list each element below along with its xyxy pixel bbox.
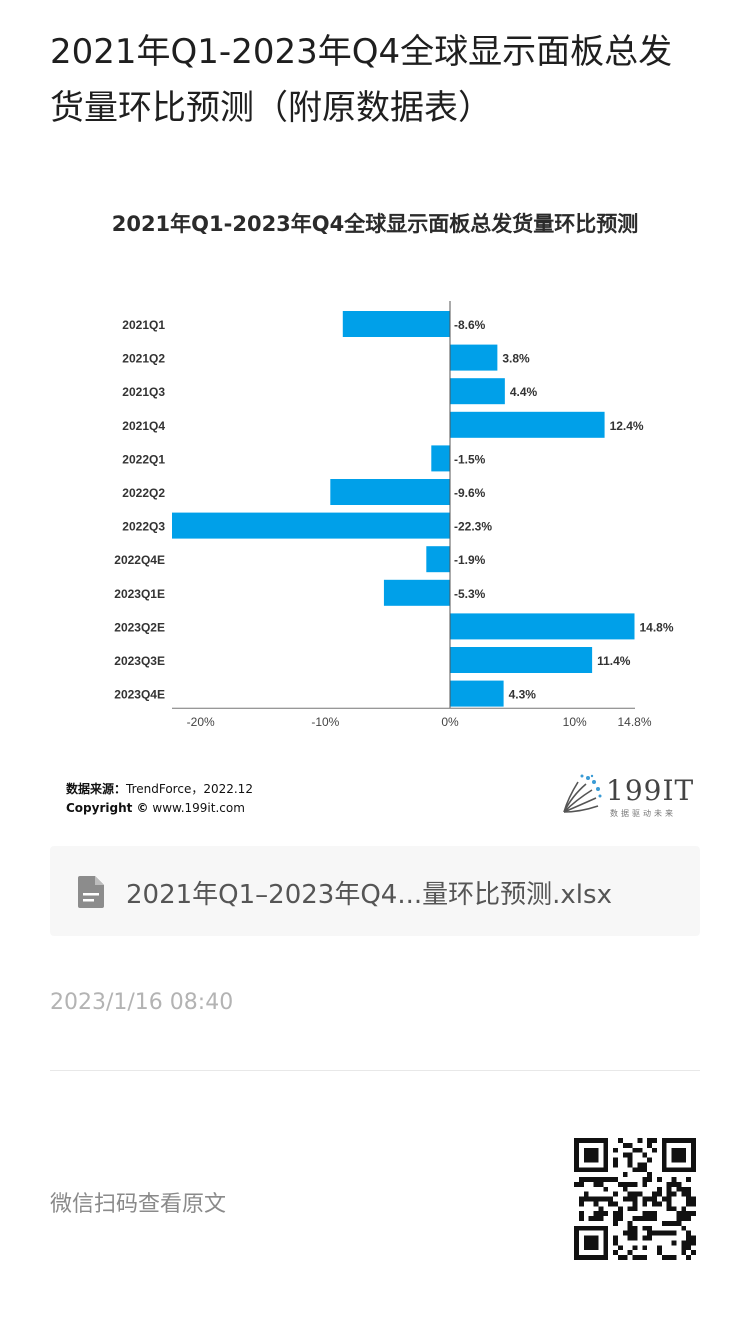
x-tick-label: -10%	[311, 715, 339, 729]
category-label: 2021Q2	[122, 352, 165, 366]
qr-code-icon[interactable]	[574, 1138, 696, 1260]
x-tick-label: 10%	[563, 715, 587, 729]
divider	[50, 1070, 700, 1071]
bar	[426, 546, 450, 573]
logo-tagline: 数据驱动未来	[610, 809, 676, 818]
data-label: 12.4%	[610, 419, 644, 433]
x-tick-label: -20%	[187, 715, 215, 729]
x-tick-label: 14.8%	[617, 715, 651, 729]
category-label: 2021Q1	[122, 318, 165, 332]
bar	[342, 311, 450, 337]
bar-chart: -8.6% 2021Q1 3.8% 2021Q2 4.4% 2021Q3 12.4% 2021…	[114, 301, 674, 729]
category-label: 2022Q1	[122, 452, 165, 466]
bar	[172, 512, 450, 539]
data-label: -22.3%	[454, 520, 492, 534]
chart-copyright: Copyright © www.199it.com	[66, 801, 245, 815]
category-label: 2023Q2E	[114, 620, 165, 634]
bar	[450, 344, 498, 371]
logo-text: 199IT	[606, 774, 695, 807]
document-icon	[78, 876, 104, 908]
attachment-card[interactable]: 2021年Q1–2023年Q4...量环比预测.xlsx	[50, 846, 700, 936]
bar	[383, 579, 450, 606]
category-label: 2023Q1E	[114, 587, 165, 601]
category-label: 2022Q4E	[114, 553, 165, 567]
logo-199it: 199IT 数据驱动未来	[558, 772, 698, 820]
chart-image: 2021年Q1-2023年Q4全球显示面板总发货量环比预测 -8.6% 2021Q…	[50, 190, 700, 830]
chart-source: 数据来源：TrendForce，2022.12	[66, 782, 253, 796]
x-tick-label: 0%	[441, 715, 459, 729]
data-label: -9.6%	[454, 486, 486, 500]
data-label: -1.9%	[454, 553, 486, 567]
category-label: 2022Q3	[122, 520, 165, 534]
data-label: -5.3%	[454, 587, 486, 601]
data-label: 14.8%	[640, 620, 674, 634]
bar	[450, 411, 605, 438]
data-label: -8.6%	[454, 318, 486, 332]
data-label: 3.8%	[502, 352, 530, 366]
category-label: 2023Q4E	[114, 688, 165, 702]
bar	[450, 378, 505, 405]
scan-to-view-label: 微信扫码查看原文	[50, 1192, 227, 1217]
data-label: 4.3%	[509, 688, 537, 702]
category-label: 2022Q2	[122, 486, 165, 500]
data-label: 11.4%	[597, 654, 631, 668]
bar	[431, 445, 450, 472]
data-label: 4.4%	[510, 385, 538, 399]
dandelion-logo-icon	[563, 774, 602, 813]
bar	[450, 647, 593, 673]
bar	[450, 680, 504, 707]
category-label: 2021Q3	[122, 385, 165, 399]
bar	[450, 613, 635, 640]
attachment-file-name: 2021年Q1–2023年Q4...量环比预测.xlsx	[126, 880, 612, 910]
category-label: 2021Q4	[122, 419, 165, 433]
data-label: -1.5%	[454, 452, 486, 466]
category-label: 2023Q3E	[114, 654, 165, 668]
page-title: 2021年Q1-2023年Q4全球显示面板总发货量环比预测（附原数据表）	[50, 32, 673, 128]
bar	[330, 479, 450, 505]
publish-timestamp: 2023/1/16 08:40	[50, 990, 234, 1015]
chart-title: 2021年Q1-2023年Q4全球显示面板总发货量环比预测	[111, 212, 639, 236]
